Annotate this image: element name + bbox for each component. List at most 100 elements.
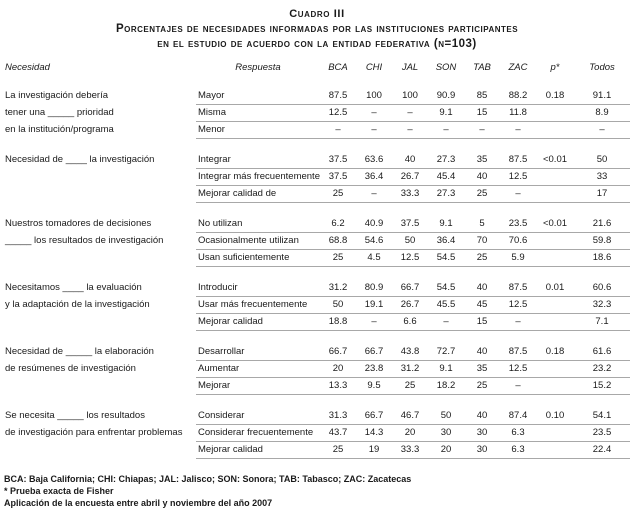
- cell-necesidad: de resúmenes de investigación: [5, 363, 136, 374]
- cell-p: <0.01: [536, 216, 574, 233]
- cell-son: 9.1: [428, 361, 464, 378]
- cell-chi: –: [356, 186, 392, 203]
- cell-bca: 50: [320, 297, 356, 314]
- cell-chi: 9.5: [356, 378, 392, 395]
- cell-tab: 40: [464, 344, 500, 361]
- column-header-respuesta: Respuesta: [235, 62, 281, 73]
- cell-zac: 6.3: [500, 425, 536, 442]
- cell-respuesta: Misma: [196, 105, 320, 122]
- cell-respuesta: Mejorar calidad: [196, 314, 320, 331]
- cell-p: 0.18: [536, 344, 574, 361]
- cell-chi: 54.6: [356, 233, 392, 250]
- cell-son: 54.5: [428, 250, 464, 267]
- cell-tab: 35: [464, 152, 500, 169]
- cell-son: 36.4: [428, 233, 464, 250]
- cell-zac: 88.2: [500, 88, 536, 105]
- table-body: La investigación debería Mayor 87.5 100 100 9…: [4, 88, 630, 459]
- cell-chi: –: [356, 314, 392, 331]
- cell-todos: –: [574, 122, 630, 139]
- cell-todos: 60.6: [574, 280, 630, 297]
- cell-chi: 40.9: [356, 216, 392, 233]
- cell-zac: –: [500, 378, 536, 395]
- cell-respuesta: Usan suficientemente: [196, 250, 320, 267]
- cell-todos: 59.8: [574, 233, 630, 250]
- cell-bca: 66.7: [320, 344, 356, 361]
- cell-todos: 50: [574, 152, 630, 169]
- cell-respuesta: Mejorar calidad de: [196, 186, 320, 203]
- table-title-line1: Porcentajes de necesidades informadas po…: [115, 23, 519, 35]
- cell-bca: 37.5: [320, 152, 356, 169]
- cell-zac: 87.5: [500, 152, 536, 169]
- table-row: La investigación debería Mayor 87.5 100 100 9…: [4, 88, 630, 105]
- cell-respuesta: Usar más frecuentemente: [196, 297, 320, 314]
- cell-todos: 61.6: [574, 344, 630, 361]
- cell-jal: 26.7: [392, 169, 428, 186]
- cell-son: 9.1: [428, 105, 464, 122]
- cell-chi: 66.7: [356, 408, 392, 425]
- cell-tab: 25: [464, 250, 500, 267]
- cell-jal: 40: [392, 152, 428, 169]
- cell-son: 45.5: [428, 297, 464, 314]
- cell-necesidad: Necesidad de ____ la investigación: [5, 154, 155, 165]
- cell-bca: 25: [320, 186, 356, 203]
- cell-tab: 40: [464, 408, 500, 425]
- cell-bca: 43.7: [320, 425, 356, 442]
- cell-zac: 87.4: [500, 408, 536, 425]
- cell-bca: 12.5: [320, 105, 356, 122]
- cell-bca: 13.3: [320, 378, 356, 395]
- footnote-abbreviations: BCA: Baja California; CHI: Chiapas; JAL:…: [4, 474, 412, 484]
- cell-p: [536, 378, 574, 395]
- row-group: Necesidad de _____ la elaboración Desarro…: [4, 344, 630, 395]
- table-row: Mejorar calidad de 25–33.3 27.3 25–17: [4, 186, 630, 203]
- cell-jal: 26.7: [392, 297, 428, 314]
- table-row: Mejorar calidad 18.8–6.6–15–7.1: [4, 314, 630, 331]
- column-header-necesidad: Necesidad: [5, 62, 50, 73]
- table-row: y la adaptación de la investigación Usar …: [4, 297, 630, 314]
- cell-tab: 30: [464, 442, 500, 459]
- cell-respuesta: Introducir: [196, 280, 320, 297]
- cell-zac: 12.5: [500, 361, 536, 378]
- cell-p: [536, 425, 574, 442]
- column-header-p: p*: [550, 62, 560, 73]
- cell-zac: 87.5: [500, 344, 536, 361]
- cell-respuesta: Mejorar calidad: [196, 442, 320, 459]
- cell-jal: 66.7: [392, 280, 428, 297]
- cell-respuesta: Integrar: [196, 152, 320, 169]
- cell-bca: 25: [320, 442, 356, 459]
- cell-necesidad: de investigación para enfrentar problema…: [5, 427, 183, 438]
- cell-tab: 40: [464, 280, 500, 297]
- table-row: Mejorar calidad 25 19 33.3 20 30 6.3 22.4: [4, 442, 630, 459]
- cell-respuesta: Mayor: [196, 88, 320, 105]
- cell-chi: 4.5: [356, 250, 392, 267]
- row-group: La investigación debería Mayor 87.5 100 100 9…: [4, 88, 630, 139]
- cell-todos: 23.5: [574, 425, 630, 442]
- cell-todos: 7.1: [574, 314, 630, 331]
- table-number: Cuadro III: [289, 8, 345, 20]
- cell-p: 0.10: [536, 408, 574, 425]
- cell-son: –: [428, 122, 464, 139]
- table-row: de investigación para enfrentar problema…: [4, 425, 630, 442]
- table-row: en la institución/programa Menor – – – – – – –: [4, 122, 630, 139]
- cell-son: 54.5: [428, 280, 464, 297]
- cell-necesidad: [4, 186, 196, 203]
- table-row: de resúmenes de investigación Aumentar 20 2…: [4, 361, 630, 378]
- cell-todos: 8.9: [574, 105, 630, 122]
- cell-zac: 23.5: [500, 216, 536, 233]
- cell-jal: 20: [392, 425, 428, 442]
- cell-zac: –: [500, 122, 536, 139]
- cell-tab: 85: [464, 88, 500, 105]
- cell-todos: 23.2: [574, 361, 630, 378]
- cell-necesidad: Se necesita _____ los resultados: [5, 410, 145, 421]
- cell-jal: –: [392, 122, 428, 139]
- cell-todos: 18.6: [574, 250, 630, 267]
- cell-chi: 63.6: [356, 152, 392, 169]
- cell-necesidad: en la institución/programa: [5, 124, 114, 135]
- cell-jal: 33.3: [392, 186, 428, 203]
- cell-chi: –: [356, 122, 392, 139]
- cell-tab: 25: [464, 378, 500, 395]
- table-row: Usan suficientemente 25 4.5 12.5 54.5 25 5.9 18…: [4, 250, 630, 267]
- cell-chi: 100: [356, 88, 392, 105]
- cell-chi: 36.4: [356, 169, 392, 186]
- row-group: Necesidad de ____ la investigación Integr…: [4, 152, 630, 203]
